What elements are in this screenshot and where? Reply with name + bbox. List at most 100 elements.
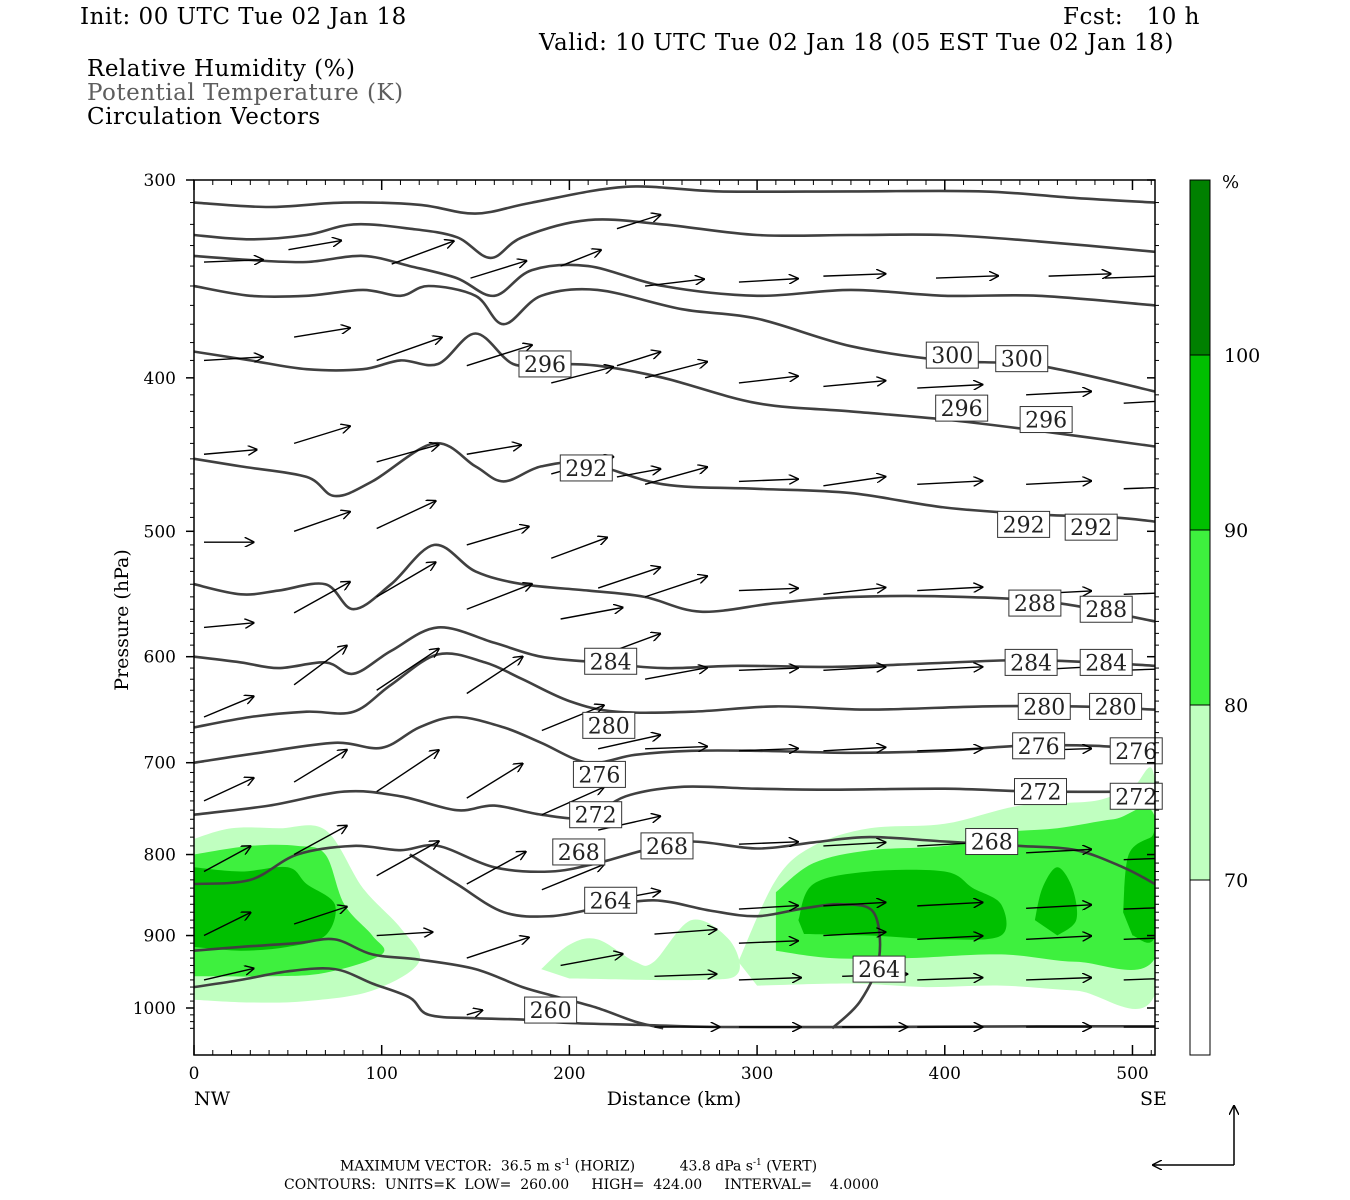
circulation-vector: [823, 932, 885, 935]
circulation-vector: [288, 241, 341, 251]
circulation-vector: [203, 968, 254, 981]
circulation-vector: [376, 562, 436, 598]
circulation-vector: [560, 954, 623, 967]
circulation-vector: [376, 445, 439, 463]
theta-label: 264: [590, 889, 632, 914]
theta-label: 300: [931, 344, 973, 369]
theta-label-box: [572, 760, 626, 788]
theta-label: 276: [578, 763, 620, 788]
max-vector-note: MAXIMUM VECTOR: 36.5 m s-1 (HORIZ) 43.8 …: [340, 1158, 818, 1175]
circulation-vector: [376, 649, 439, 691]
circulation-vector: [376, 501, 436, 530]
circulation-vector: [560, 250, 601, 267]
circulation-vector: [616, 469, 660, 478]
rh-region-8: [1123, 829, 1155, 943]
circulation-vector: [654, 929, 716, 934]
x-tick-label: 100: [365, 1064, 397, 1084]
circulation-vector: [466, 527, 529, 546]
axes: 300 400 500 600 700 800 900 1000 0 100 200 300 400 50…: [133, 171, 1159, 1084]
circulation-vector: [466, 852, 526, 885]
circulation-vector: [293, 512, 350, 532]
circulation-vector: [203, 696, 254, 718]
theta-label-box: [965, 828, 1019, 856]
theta-label: 268: [646, 835, 688, 860]
circulation-vector: [738, 941, 798, 943]
colorbar-segment-0: [1190, 880, 1210, 1055]
contour-info-note: CONTOURS: UNITS=K LOW= 260.00 HIGH= 424.…: [284, 1177, 879, 1193]
theta-label-box: [1017, 692, 1071, 720]
theta-label-box: [584, 647, 638, 675]
theta-contour-264-2: [409, 853, 882, 1030]
x-axis-title: Distance (km): [607, 1088, 742, 1110]
theta-label-box: [569, 801, 623, 829]
circulation-vector: [376, 841, 439, 877]
circulation-vector: [644, 668, 707, 680]
circulation-vector: [541, 787, 604, 816]
theta-label-box: [584, 886, 638, 914]
theta-label-box: [1109, 782, 1163, 810]
x-tick-label: 500: [1116, 1064, 1148, 1084]
circulation-vector: [376, 932, 433, 935]
circulation-vector: [616, 215, 660, 230]
circulation-vector: [203, 450, 257, 455]
theta-label-box: [1012, 732, 1066, 760]
circulation-vector: [738, 479, 798, 481]
theta-contour-labels: 260 264 264 268 268 268 272 272 272 276 276 276 280 2…: [518, 341, 1163, 1024]
circulation-vector: [203, 260, 263, 262]
colorbar-frame: [1189, 179, 1211, 1056]
circulation-vector: [917, 385, 982, 388]
circulation-vector: [644, 362, 707, 379]
circulation-vector: [391, 241, 454, 265]
circulation-vector: [293, 826, 347, 856]
colorbar-level-label: 90: [1224, 520, 1248, 542]
field-label-rh: Relative Humidity (%): [87, 56, 356, 82]
theta-contour-280-6: [194, 652, 1155, 729]
theta-label: 292: [1003, 513, 1045, 538]
plot-frame: [193, 179, 1156, 1056]
theta-label: 300: [1001, 348, 1043, 373]
theta-label-box: [1089, 692, 1143, 720]
circulation-vector: [598, 735, 660, 750]
theta-contour-292-9: [194, 442, 1155, 523]
theta-label: 268: [558, 841, 600, 866]
theta-label-box: [559, 454, 613, 482]
circulation-vector: [823, 274, 885, 276]
theta-label: 276: [1115, 740, 1157, 765]
colorbar-level-label: 70: [1224, 870, 1248, 892]
init-time-label: Init: 00 UTC Tue 02 Jan 18: [80, 4, 407, 30]
rh-colorbar: 70 80 90 100: [1189, 179, 1260, 1056]
circulation-vector: [293, 646, 347, 686]
circulation-vector: [1026, 849, 1091, 852]
circulation-vector: [616, 352, 660, 367]
circulation-vector: [823, 381, 885, 388]
theta-label: 280: [1023, 695, 1065, 720]
colorbar-segment-4: [1190, 180, 1210, 355]
theta-label-box: [582, 711, 636, 739]
circulation-vector: [823, 477, 885, 487]
theta-label-box: [925, 341, 979, 369]
theta-label: 280: [588, 714, 630, 739]
circulation-vector: [645, 279, 704, 287]
theta-label-box: [552, 838, 606, 866]
y-tick-label: 500: [144, 522, 176, 542]
circulation-vector: [917, 587, 982, 590]
circulation-vector: [738, 376, 798, 384]
circulation-vector: [597, 567, 660, 589]
circulation-vector: [738, 906, 798, 909]
rh-region-7: [1034, 867, 1078, 936]
x-end-label-se: SE: [1140, 1088, 1167, 1110]
circulation-vector: [1026, 391, 1091, 394]
circulation-vector: [293, 426, 350, 445]
theta-label: 272: [1020, 781, 1062, 806]
theta-label: 284: [1085, 651, 1127, 676]
reference-vector-icon: [1153, 1106, 1234, 1165]
theta-contour-288-8: [194, 543, 1155, 623]
y-tick-label: 900: [144, 927, 176, 947]
theta-label: 272: [1115, 785, 1157, 810]
theta-label-box: [1019, 406, 1073, 434]
theta-contour-304-12: [194, 254, 1155, 307]
circulation-vector: [466, 937, 529, 959]
circulation-vector: [935, 276, 998, 278]
circulation-vector: [293, 582, 350, 614]
theta-contour-300-11: [194, 284, 1155, 393]
